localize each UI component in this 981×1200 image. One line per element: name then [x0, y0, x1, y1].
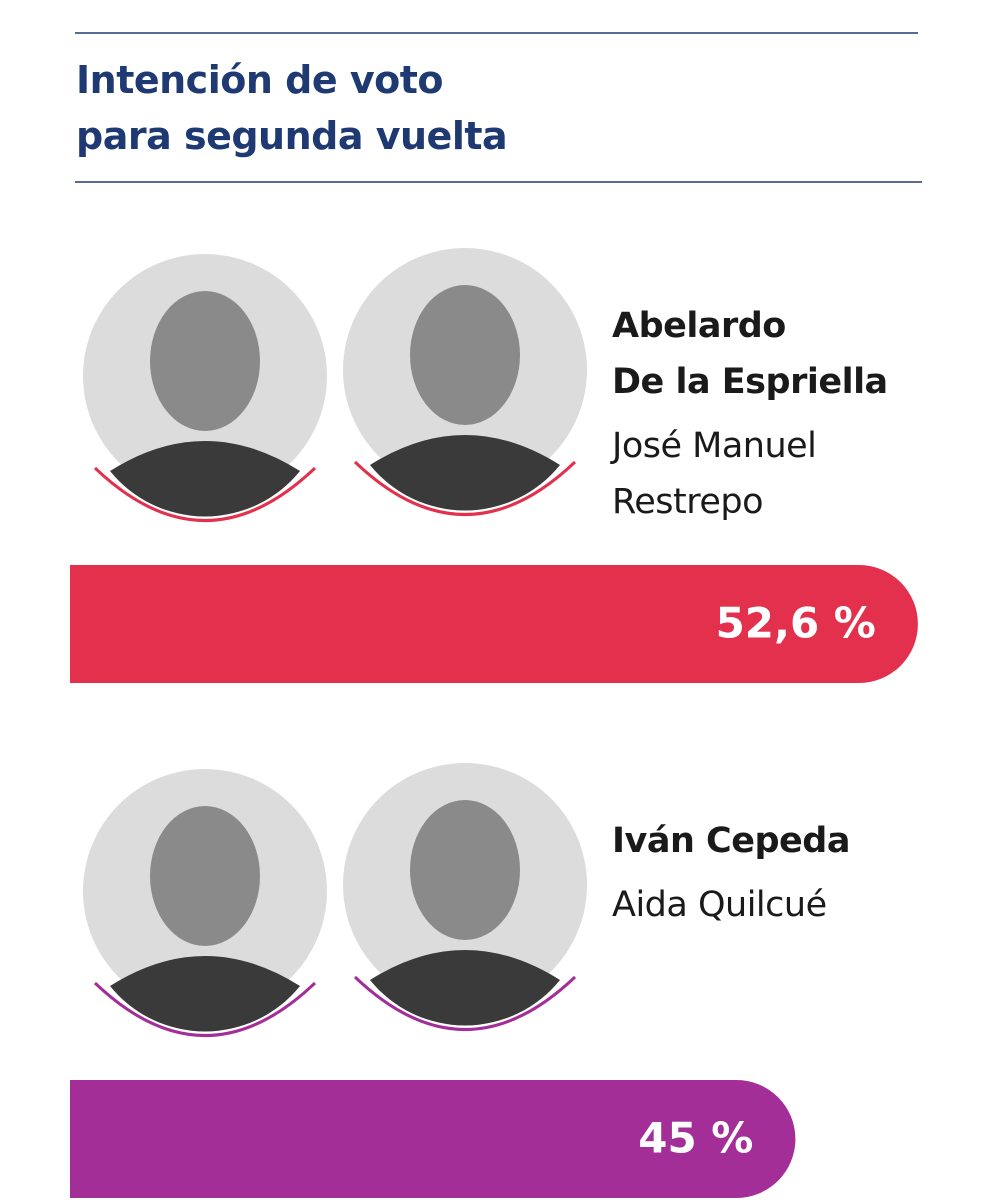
running-mate-name: Aida Quilcué — [612, 885, 827, 925]
photo-shoulders — [110, 441, 300, 517]
bar — [70, 1080, 796, 1198]
photo-arc — [93, 466, 317, 522]
candidate-name: Iván Cepeda — [612, 821, 850, 861]
photo-arc — [353, 975, 577, 1031]
photo-head — [410, 285, 520, 425]
candidate-name: Abelardo De la Espriella — [612, 306, 888, 402]
photo-head — [150, 806, 260, 946]
photo-shoulders — [370, 950, 560, 1026]
photo-arc — [353, 460, 577, 516]
running-mate-name: José Manuel Restrepo — [612, 426, 817, 522]
photo-head — [410, 800, 520, 940]
value-label: 45 % — [638, 1114, 753, 1163]
bar — [70, 565, 918, 683]
photo-head — [150, 291, 260, 431]
photo-shoulders — [370, 435, 560, 511]
photo-arc — [93, 981, 317, 1037]
photo-shoulders — [110, 956, 300, 1032]
value-label: 52,6 % — [716, 599, 876, 648]
chart-title: Intención de voto para segunda vuelta — [76, 58, 508, 158]
